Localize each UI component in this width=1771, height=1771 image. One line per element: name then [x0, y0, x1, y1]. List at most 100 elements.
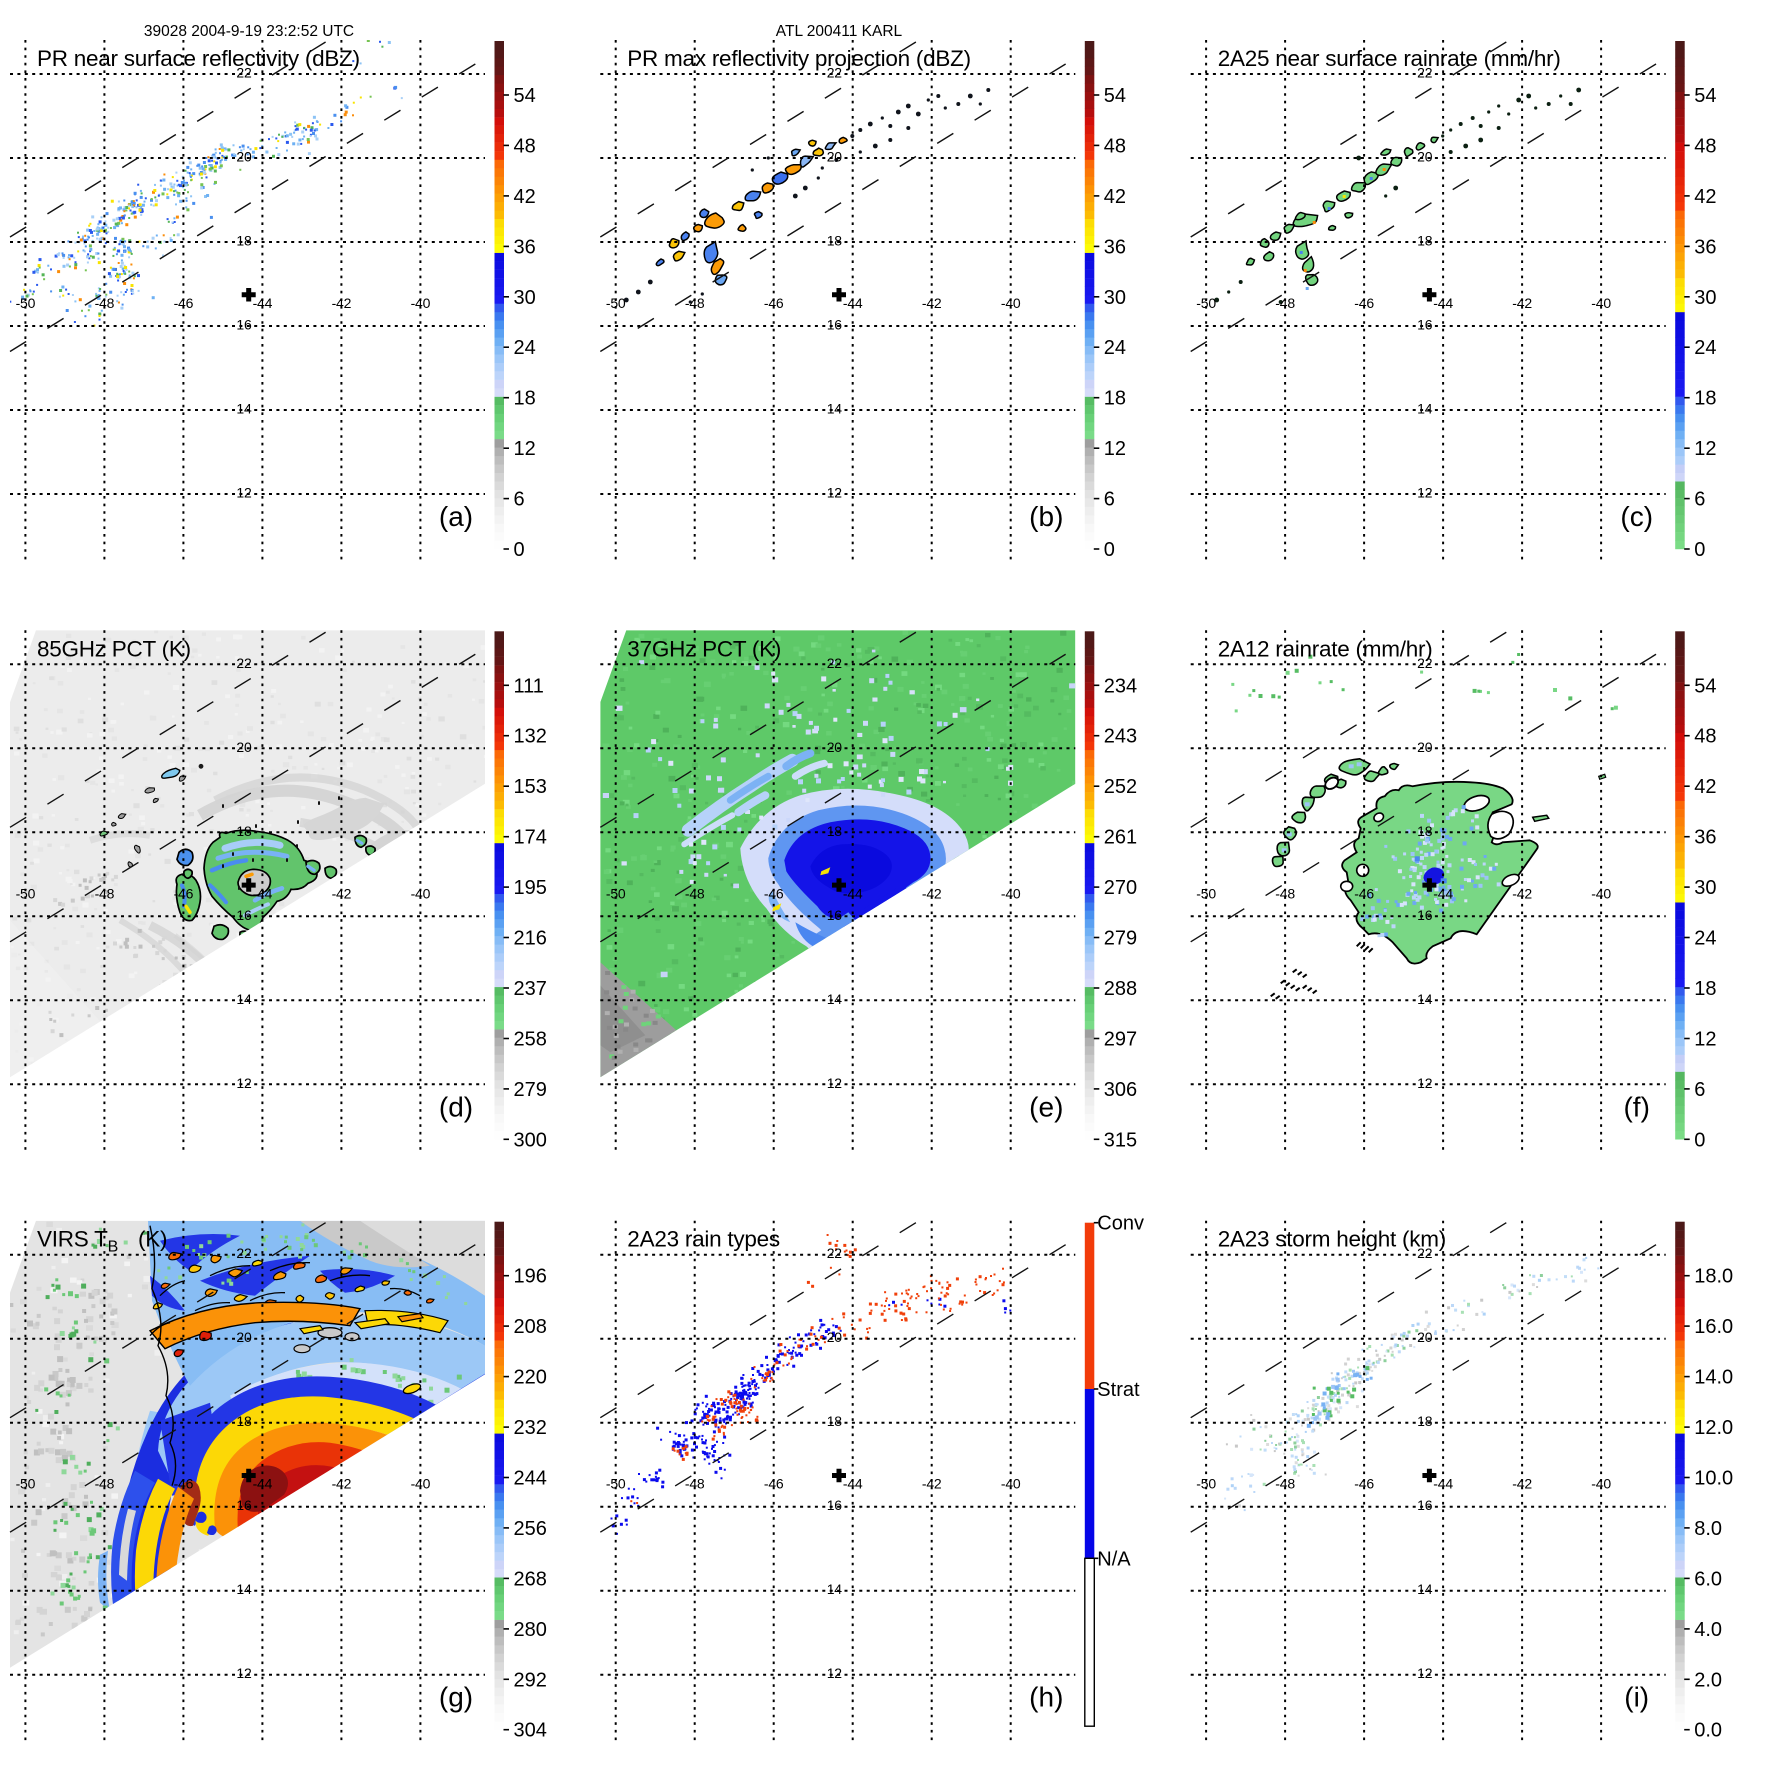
svg-text:279: 279 — [1104, 928, 1137, 950]
svg-text:54: 54 — [1694, 85, 1716, 107]
svg-text:12: 12 — [514, 438, 536, 460]
svg-text:304: 304 — [514, 1720, 547, 1742]
svg-text:6: 6 — [1694, 489, 1705, 511]
svg-text:12.0: 12.0 — [1694, 1417, 1733, 1439]
svg-text:8.0: 8.0 — [1694, 1518, 1722, 1540]
svg-text:14.0: 14.0 — [1694, 1367, 1733, 1389]
svg-text:237: 237 — [514, 978, 547, 1000]
svg-text:(g): (g) — [439, 1682, 473, 1713]
svg-text:42: 42 — [1694, 776, 1716, 798]
svg-text:0.0: 0.0 — [1694, 1720, 1722, 1742]
svg-text:24: 24 — [1694, 337, 1716, 359]
svg-text:153: 153 — [514, 776, 547, 798]
svg-text:85GHz PCT (K): 85GHz PCT (K) — [37, 636, 191, 661]
svg-text:Strat: Strat — [1097, 1379, 1140, 1401]
svg-text:(h): (h) — [1029, 1682, 1063, 1713]
svg-text:2A23 rain types: 2A23 rain types — [627, 1227, 780, 1252]
svg-text:48: 48 — [514, 135, 536, 157]
svg-text:24: 24 — [1104, 337, 1126, 359]
svg-text:16.0: 16.0 — [1694, 1316, 1733, 1338]
svg-text:279: 279 — [514, 1079, 547, 1101]
svg-text:(b): (b) — [1029, 501, 1063, 532]
svg-text:292: 292 — [514, 1669, 547, 1691]
svg-text:48: 48 — [1104, 135, 1126, 157]
svg-text:36: 36 — [1694, 236, 1716, 258]
svg-text:208: 208 — [514, 1316, 547, 1338]
svg-text:42: 42 — [514, 186, 536, 208]
svg-text:243: 243 — [1104, 726, 1137, 748]
svg-text:37GHz PCT (K): 37GHz PCT (K) — [627, 636, 781, 661]
svg-text:24: 24 — [1694, 928, 1716, 950]
svg-text:54: 54 — [1694, 675, 1716, 697]
svg-text:48: 48 — [1694, 726, 1716, 748]
svg-text:0: 0 — [1104, 539, 1115, 561]
svg-text:(c): (c) — [1620, 501, 1653, 532]
svg-text:N/A: N/A — [1097, 1548, 1131, 1570]
svg-text:2.0: 2.0 — [1694, 1669, 1722, 1691]
svg-text:(f): (f) — [1623, 1091, 1649, 1122]
svg-text:220: 220 — [514, 1367, 547, 1389]
svg-text:261: 261 — [1104, 827, 1137, 849]
svg-text:268: 268 — [514, 1568, 547, 1590]
svg-text:(d): (d) — [439, 1091, 473, 1122]
svg-text:30: 30 — [1104, 287, 1126, 309]
svg-text:0: 0 — [514, 539, 525, 561]
svg-text:PR near surface reflectivity (: PR near surface reflectivity (dBZ) — [37, 46, 360, 71]
svg-text:195: 195 — [514, 877, 547, 899]
svg-text:18: 18 — [1694, 978, 1716, 1000]
svg-text:12: 12 — [1694, 1029, 1716, 1051]
svg-text:12: 12 — [1694, 438, 1716, 460]
svg-text:54: 54 — [514, 85, 536, 107]
svg-text:232: 232 — [514, 1417, 547, 1439]
svg-text:132: 132 — [514, 726, 547, 748]
svg-text:18.0: 18.0 — [1694, 1266, 1733, 1288]
svg-text:VIRS TB (K): VIRS TB (K) — [37, 1227, 167, 1256]
svg-text:6: 6 — [1694, 1079, 1705, 1101]
svg-text:(a): (a) — [439, 501, 473, 532]
svg-text:288: 288 — [1104, 978, 1137, 1000]
svg-text:18: 18 — [1694, 388, 1716, 410]
svg-text:300: 300 — [514, 1129, 547, 1151]
svg-text:234: 234 — [1104, 675, 1137, 697]
svg-text:2A25 near surface rainrate (mm: 2A25 near surface rainrate (mm/hr) — [1218, 46, 1561, 71]
svg-text:36: 36 — [1694, 827, 1716, 849]
svg-text:4.0: 4.0 — [1694, 1619, 1722, 1641]
svg-text:18: 18 — [514, 388, 536, 410]
svg-text:(i): (i) — [1624, 1682, 1649, 1713]
svg-text:12: 12 — [1104, 438, 1126, 460]
svg-text:Conv: Conv — [1097, 1213, 1144, 1235]
svg-text:42: 42 — [1694, 186, 1716, 208]
svg-text:111: 111 — [514, 675, 544, 697]
svg-text:42: 42 — [1104, 186, 1126, 208]
svg-text:2A23 storm height (km): 2A23 storm height (km) — [1218, 1227, 1446, 1252]
svg-text:0: 0 — [1694, 539, 1705, 561]
svg-text:306: 306 — [1104, 1079, 1137, 1101]
svg-text:297: 297 — [1104, 1029, 1137, 1051]
svg-text:10.0: 10.0 — [1694, 1468, 1733, 1490]
svg-text:315: 315 — [1104, 1129, 1137, 1151]
svg-text:244: 244 — [514, 1468, 547, 1490]
svg-text:2A12 rainrate (mm/hr): 2A12 rainrate (mm/hr) — [1218, 636, 1433, 661]
svg-text:(e): (e) — [1029, 1091, 1063, 1122]
svg-text:252: 252 — [1104, 776, 1137, 798]
svg-text:270: 270 — [1104, 877, 1137, 899]
svg-text:18: 18 — [1104, 388, 1126, 410]
svg-text:39028 2004-9-19 23:2:52 UTC: 39028 2004-9-19 23:2:52 UTC — [144, 23, 354, 40]
svg-text:6.0: 6.0 — [1694, 1568, 1722, 1590]
svg-text:258: 258 — [514, 1029, 547, 1051]
svg-text:30: 30 — [1694, 877, 1716, 899]
svg-text:280: 280 — [514, 1619, 547, 1641]
svg-text:ATL 200411 KARL: ATL 200411 KARL — [776, 23, 903, 40]
svg-text:256: 256 — [514, 1518, 547, 1540]
svg-text:48: 48 — [1694, 135, 1716, 157]
svg-text:30: 30 — [514, 287, 536, 309]
svg-text:PR max reflectivity projection: PR max reflectivity projection (dBZ) — [627, 46, 971, 71]
svg-text:216: 216 — [514, 928, 547, 950]
svg-text:24: 24 — [514, 337, 536, 359]
svg-text:196: 196 — [514, 1266, 547, 1288]
svg-text:36: 36 — [514, 236, 536, 258]
svg-text:6: 6 — [1104, 489, 1115, 511]
svg-text:30: 30 — [1694, 287, 1716, 309]
svg-text:0: 0 — [1694, 1129, 1705, 1151]
svg-text:36: 36 — [1104, 236, 1126, 258]
